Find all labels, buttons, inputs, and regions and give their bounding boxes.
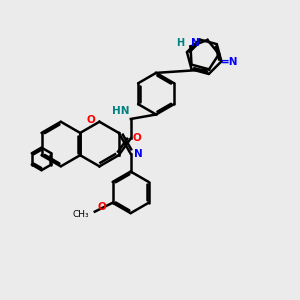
- Text: CH₃: CH₃: [72, 210, 89, 219]
- Text: H: H: [176, 38, 184, 48]
- Text: N: N: [190, 38, 199, 48]
- Text: =N: =N: [220, 57, 238, 67]
- Text: O: O: [98, 202, 106, 212]
- Text: O: O: [86, 115, 95, 125]
- Text: HN: HN: [112, 106, 129, 116]
- Text: O: O: [132, 133, 141, 143]
- Text: N: N: [134, 149, 142, 159]
